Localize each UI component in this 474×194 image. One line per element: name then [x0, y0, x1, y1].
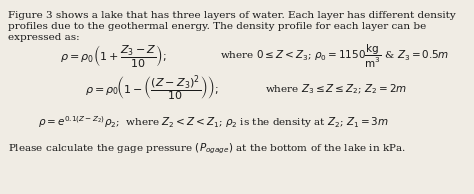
Text: $\rho = \rho_0\!\left(1 - \left(\dfrac{(Z - Z_3)^2}{10}\right)\right);$: $\rho = \rho_0\!\left(1 - \left(\dfrac{(… — [85, 74, 219, 104]
Text: $\rho = e^{0.1(Z-Z_2)}\rho_2$;  where $Z_2 < Z < Z_1$; $\rho_2$ is the density a: $\rho = e^{0.1(Z-Z_2)}\rho_2$; where $Z_… — [38, 114, 389, 130]
Text: expressed as:: expressed as: — [8, 33, 80, 42]
Text: Please calculate the gage pressure $(P_{ogage})$ at the bottom of the lake in kP: Please calculate the gage pressure $(P_{… — [8, 142, 406, 156]
Text: $\rho = \rho_0\left(1 + \dfrac{Z_3 - Z}{10}\right);$: $\rho = \rho_0\left(1 + \dfrac{Z_3 - Z}{… — [60, 43, 166, 69]
Text: where $Z_3 \leq Z \leq Z_2$; $Z_2 = 2m$: where $Z_3 \leq Z \leq Z_2$; $Z_2 = 2m$ — [265, 82, 407, 96]
Text: where $0 \leq Z < Z_3$; $\rho_0 = 1150\dfrac{\mathrm{kg}}{\mathrm{m}^3}$ & $Z_3 : where $0 \leq Z < Z_3$; $\rho_0 = 1150\d… — [220, 42, 449, 69]
Text: profiles due to the geothermal energy. The density profile for each layer can be: profiles due to the geothermal energy. T… — [8, 22, 426, 31]
Text: Figure 3 shows a lake that has three layers of water. Each layer has different d: Figure 3 shows a lake that has three lay… — [8, 11, 456, 20]
